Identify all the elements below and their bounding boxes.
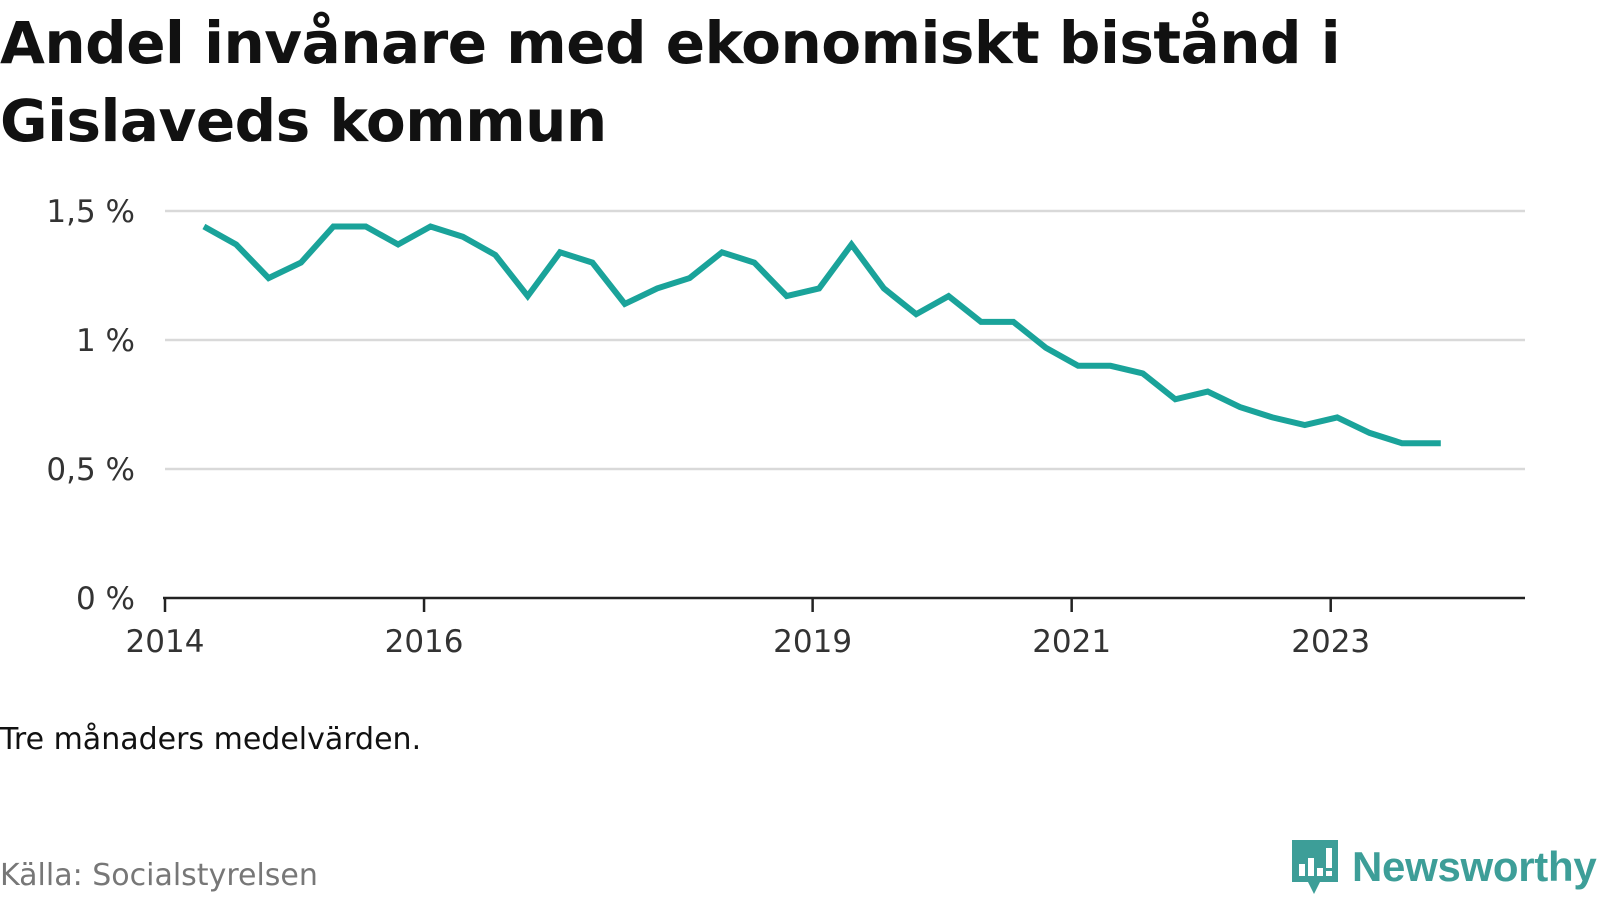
- newsworthy-chart-bubble-icon: [1292, 840, 1338, 894]
- brand-name: Newsworthy: [1352, 843, 1597, 890]
- data-point: [1205, 389, 1211, 395]
- data-point: [1010, 319, 1016, 325]
- data-point: [816, 285, 822, 291]
- y-tick-label: 0 %: [76, 581, 135, 617]
- data-point: [460, 234, 466, 240]
- x-axis: 2014 2016 2019 2021 2023: [126, 596, 1525, 660]
- data-point: [784, 293, 790, 299]
- data-point: [1269, 414, 1275, 420]
- data-point: [751, 260, 757, 266]
- line-chart: 0 % 0,5 % 1 % 1,5 % 2014 2016 2019 2021 2023: [46, 194, 1525, 660]
- data-point: [395, 242, 401, 248]
- x-tick-label: 2023: [1291, 624, 1370, 660]
- data-point: [233, 242, 239, 248]
- series-line: [202, 223, 1441, 447]
- data-point: [622, 301, 628, 307]
- data-point: [363, 224, 369, 230]
- chart-title: Andel invånare med ekonomiskt bistånd i …: [0, 9, 1341, 155]
- gridlines: [165, 209, 1525, 471]
- data-point: [1172, 396, 1178, 402]
- data-point: [913, 311, 919, 317]
- source-credit: Källa: Socialstyrelsen: [0, 858, 318, 893]
- data-point: [1367, 430, 1373, 436]
- data-point: [428, 224, 434, 230]
- data-point: [330, 224, 336, 230]
- data-point: [687, 275, 693, 281]
- data-point: [1334, 414, 1340, 420]
- x-tick-label: 2021: [1032, 624, 1111, 660]
- data-point: [589, 260, 595, 266]
- data-point: [1075, 363, 1081, 369]
- y-tick-label: 1,5 %: [46, 194, 135, 230]
- data-point: [849, 242, 855, 248]
- y-axis: 0 % 0,5 % 1 % 1,5 %: [46, 194, 135, 617]
- data-point: [525, 293, 531, 299]
- data-point: [492, 252, 498, 258]
- x-tick-label: 2019: [773, 624, 852, 660]
- chart-note: Tre månaders medelvärden.: [0, 722, 422, 757]
- data-point: [201, 224, 207, 230]
- data-point: [1237, 404, 1243, 410]
- y-tick-label: 1 %: [76, 323, 135, 359]
- x-tick-label: 2014: [126, 624, 205, 660]
- data-point: [978, 319, 984, 325]
- y-tick-label: 0,5 %: [46, 452, 135, 488]
- x-tick-label: 2016: [385, 624, 464, 660]
- data-point: [1043, 345, 1049, 351]
- data-point: [1140, 371, 1146, 377]
- data-point: [881, 285, 887, 291]
- data-point: [1399, 440, 1405, 446]
- brand-logo[interactable]: Newsworthy: [1290, 838, 1597, 896]
- data-point: [1438, 440, 1444, 446]
- data-point: [719, 249, 725, 255]
- data-point: [946, 293, 952, 299]
- data-point: [298, 260, 304, 266]
- data-point: [1108, 363, 1114, 369]
- data-point: [654, 285, 660, 291]
- data-point: [557, 249, 563, 255]
- series-layer: [201, 223, 1444, 447]
- data-point: [266, 275, 272, 281]
- data-point: [1302, 422, 1308, 428]
